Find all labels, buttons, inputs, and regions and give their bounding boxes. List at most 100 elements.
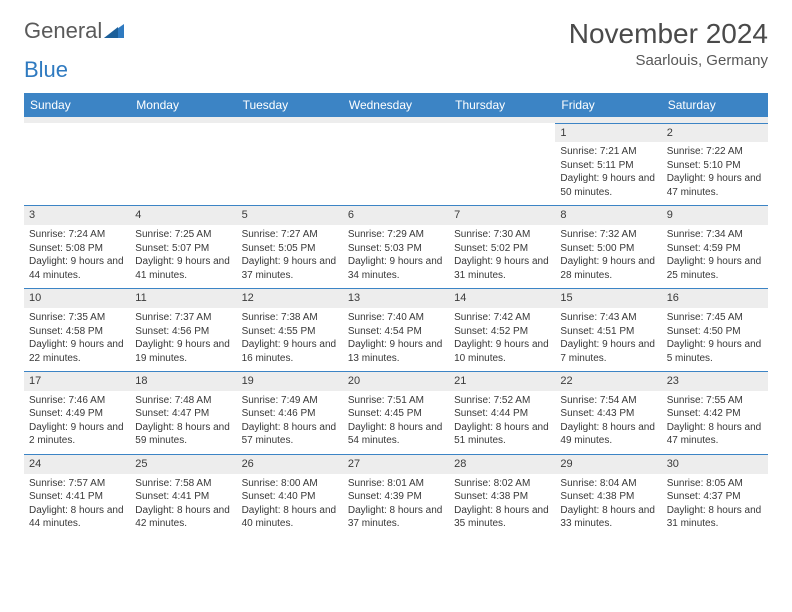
- sunset-text: Sunset: 4:58 PM: [29, 325, 125, 339]
- sunrise-text: Sunrise: 7:54 AM: [560, 394, 656, 408]
- day-number: 12: [237, 289, 343, 308]
- logo-triangle-icon: [104, 18, 124, 44]
- day-details: Sunrise: 7:55 AMSunset: 4:42 PMDaylight:…: [662, 391, 768, 454]
- day-details: Sunrise: 7:57 AMSunset: 4:41 PMDaylight:…: [24, 474, 130, 537]
- sunrise-text: Sunrise: 7:30 AM: [454, 228, 550, 242]
- daylight-text: Daylight: 9 hours and 44 minutes.: [29, 255, 125, 282]
- calendar-table: Sunday Monday Tuesday Wednesday Thursday…: [24, 93, 768, 537]
- calendar-day-cell: 24Sunrise: 7:57 AMSunset: 4:41 PMDayligh…: [24, 454, 130, 536]
- daylight-text: Daylight: 9 hours and 2 minutes.: [29, 421, 125, 448]
- day-number: 16: [662, 289, 768, 308]
- day-number: 25: [130, 455, 236, 474]
- calendar-day-cell: 26Sunrise: 8:00 AMSunset: 4:40 PMDayligh…: [237, 454, 343, 536]
- day-number: 10: [24, 289, 130, 308]
- day-details: Sunrise: 7:52 AMSunset: 4:44 PMDaylight:…: [449, 391, 555, 454]
- day-number: 13: [343, 289, 449, 308]
- day-details: Sunrise: 7:51 AMSunset: 4:45 PMDaylight:…: [343, 391, 449, 454]
- sunset-text: Sunset: 5:08 PM: [29, 242, 125, 256]
- day-number: 18: [130, 372, 236, 391]
- day-number: 26: [237, 455, 343, 474]
- calendar-day-cell: 27Sunrise: 8:01 AMSunset: 4:39 PMDayligh…: [343, 454, 449, 536]
- calendar-day-cell: 17Sunrise: 7:46 AMSunset: 4:49 PMDayligh…: [24, 372, 130, 455]
- sunrise-text: Sunrise: 7:48 AM: [135, 394, 231, 408]
- calendar-day-cell: 23Sunrise: 7:55 AMSunset: 4:42 PMDayligh…: [662, 372, 768, 455]
- sunrise-text: Sunrise: 8:01 AM: [348, 477, 444, 491]
- sunset-text: Sunset: 4:51 PM: [560, 325, 656, 339]
- calendar-day-cell: 12Sunrise: 7:38 AMSunset: 4:55 PMDayligh…: [237, 289, 343, 372]
- sunset-text: Sunset: 4:40 PM: [242, 490, 338, 504]
- sunset-text: Sunset: 4:41 PM: [29, 490, 125, 504]
- calendar-day-cell: [449, 123, 555, 206]
- sunrise-text: Sunrise: 8:00 AM: [242, 477, 338, 491]
- sunset-text: Sunset: 4:46 PM: [242, 407, 338, 421]
- sunset-text: Sunset: 4:55 PM: [242, 325, 338, 339]
- day-number: 30: [662, 455, 768, 474]
- daylight-text: Daylight: 8 hours and 51 minutes.: [454, 421, 550, 448]
- sunrise-text: Sunrise: 8:05 AM: [667, 477, 763, 491]
- calendar-day-cell: 25Sunrise: 7:58 AMSunset: 4:41 PMDayligh…: [130, 454, 236, 536]
- calendar-day-cell: 10Sunrise: 7:35 AMSunset: 4:58 PMDayligh…: [24, 289, 130, 372]
- day-details: Sunrise: 7:46 AMSunset: 4:49 PMDaylight:…: [24, 391, 130, 454]
- day-details: Sunrise: 8:01 AMSunset: 4:39 PMDaylight:…: [343, 474, 449, 537]
- sunrise-text: Sunrise: 7:40 AM: [348, 311, 444, 325]
- day-details: Sunrise: 7:21 AMSunset: 5:11 PMDaylight:…: [555, 142, 661, 205]
- day-number: 6: [343, 206, 449, 225]
- sunrise-text: Sunrise: 8:02 AM: [454, 477, 550, 491]
- daylight-text: Daylight: 9 hours and 37 minutes.: [242, 255, 338, 282]
- calendar-day-cell: 14Sunrise: 7:42 AMSunset: 4:52 PMDayligh…: [449, 289, 555, 372]
- day-number: 11: [130, 289, 236, 308]
- calendar-day-cell: 9Sunrise: 7:34 AMSunset: 4:59 PMDaylight…: [662, 206, 768, 289]
- daylight-text: Daylight: 8 hours and 49 minutes.: [560, 421, 656, 448]
- calendar-day-cell: 16Sunrise: 7:45 AMSunset: 4:50 PMDayligh…: [662, 289, 768, 372]
- daylight-text: Daylight: 9 hours and 5 minutes.: [667, 338, 763, 365]
- day-details: Sunrise: 7:25 AMSunset: 5:07 PMDaylight:…: [130, 225, 236, 288]
- daylight-text: Daylight: 8 hours and 47 minutes.: [667, 421, 763, 448]
- day-details: Sunrise: 7:45 AMSunset: 4:50 PMDaylight:…: [662, 308, 768, 371]
- daylight-text: Daylight: 9 hours and 28 minutes.: [560, 255, 656, 282]
- daylight-text: Daylight: 8 hours and 57 minutes.: [242, 421, 338, 448]
- weekday-header-row: Sunday Monday Tuesday Wednesday Thursday…: [24, 93, 768, 117]
- weekday-header: Saturday: [662, 93, 768, 117]
- day-number: 3: [24, 206, 130, 225]
- sunset-text: Sunset: 4:44 PM: [454, 407, 550, 421]
- sunset-text: Sunset: 4:37 PM: [667, 490, 763, 504]
- calendar-day-cell: 13Sunrise: 7:40 AMSunset: 4:54 PMDayligh…: [343, 289, 449, 372]
- sunrise-text: Sunrise: 7:22 AM: [667, 145, 763, 159]
- day-details: Sunrise: 7:40 AMSunset: 4:54 PMDaylight:…: [343, 308, 449, 371]
- weekday-header: Wednesday: [343, 93, 449, 117]
- sunset-text: Sunset: 4:49 PM: [29, 407, 125, 421]
- daylight-text: Daylight: 9 hours and 31 minutes.: [454, 255, 550, 282]
- daylight-text: Daylight: 9 hours and 7 minutes.: [560, 338, 656, 365]
- daylight-text: Daylight: 9 hours and 41 minutes.: [135, 255, 231, 282]
- day-number: 21: [449, 372, 555, 391]
- daylight-text: Daylight: 9 hours and 13 minutes.: [348, 338, 444, 365]
- day-details: Sunrise: 7:35 AMSunset: 4:58 PMDaylight:…: [24, 308, 130, 371]
- daylight-text: Daylight: 9 hours and 22 minutes.: [29, 338, 125, 365]
- day-details: Sunrise: 7:38 AMSunset: 4:55 PMDaylight:…: [237, 308, 343, 371]
- day-details: Sunrise: 7:29 AMSunset: 5:03 PMDaylight:…: [343, 225, 449, 288]
- calendar-day-cell: 22Sunrise: 7:54 AMSunset: 4:43 PMDayligh…: [555, 372, 661, 455]
- sunrise-text: Sunrise: 7:34 AM: [667, 228, 763, 242]
- day-details: Sunrise: 7:48 AMSunset: 4:47 PMDaylight:…: [130, 391, 236, 454]
- day-number: 29: [555, 455, 661, 474]
- day-details: Sunrise: 7:34 AMSunset: 4:59 PMDaylight:…: [662, 225, 768, 288]
- sunrise-text: Sunrise: 7:25 AM: [135, 228, 231, 242]
- sunset-text: Sunset: 5:03 PM: [348, 242, 444, 256]
- sunrise-text: Sunrise: 7:24 AM: [29, 228, 125, 242]
- sunrise-text: Sunrise: 7:55 AM: [667, 394, 763, 408]
- daylight-text: Daylight: 8 hours and 40 minutes.: [242, 504, 338, 531]
- sunrise-text: Sunrise: 7:37 AM: [135, 311, 231, 325]
- daylight-text: Daylight: 9 hours and 50 minutes.: [560, 172, 656, 199]
- daylight-text: Daylight: 8 hours and 59 minutes.: [135, 421, 231, 448]
- day-number: 19: [237, 372, 343, 391]
- calendar-day-cell: 2Sunrise: 7:22 AMSunset: 5:10 PMDaylight…: [662, 123, 768, 206]
- calendar-day-cell: 21Sunrise: 7:52 AMSunset: 4:44 PMDayligh…: [449, 372, 555, 455]
- weekday-header: Monday: [130, 93, 236, 117]
- day-details: Sunrise: 7:27 AMSunset: 5:05 PMDaylight:…: [237, 225, 343, 288]
- sunset-text: Sunset: 4:39 PM: [348, 490, 444, 504]
- sunrise-text: Sunrise: 7:29 AM: [348, 228, 444, 242]
- daylight-text: Daylight: 8 hours and 31 minutes.: [667, 504, 763, 531]
- day-number: 5: [237, 206, 343, 225]
- day-details: Sunrise: 8:00 AMSunset: 4:40 PMDaylight:…: [237, 474, 343, 537]
- day-details: Sunrise: 7:37 AMSunset: 4:56 PMDaylight:…: [130, 308, 236, 371]
